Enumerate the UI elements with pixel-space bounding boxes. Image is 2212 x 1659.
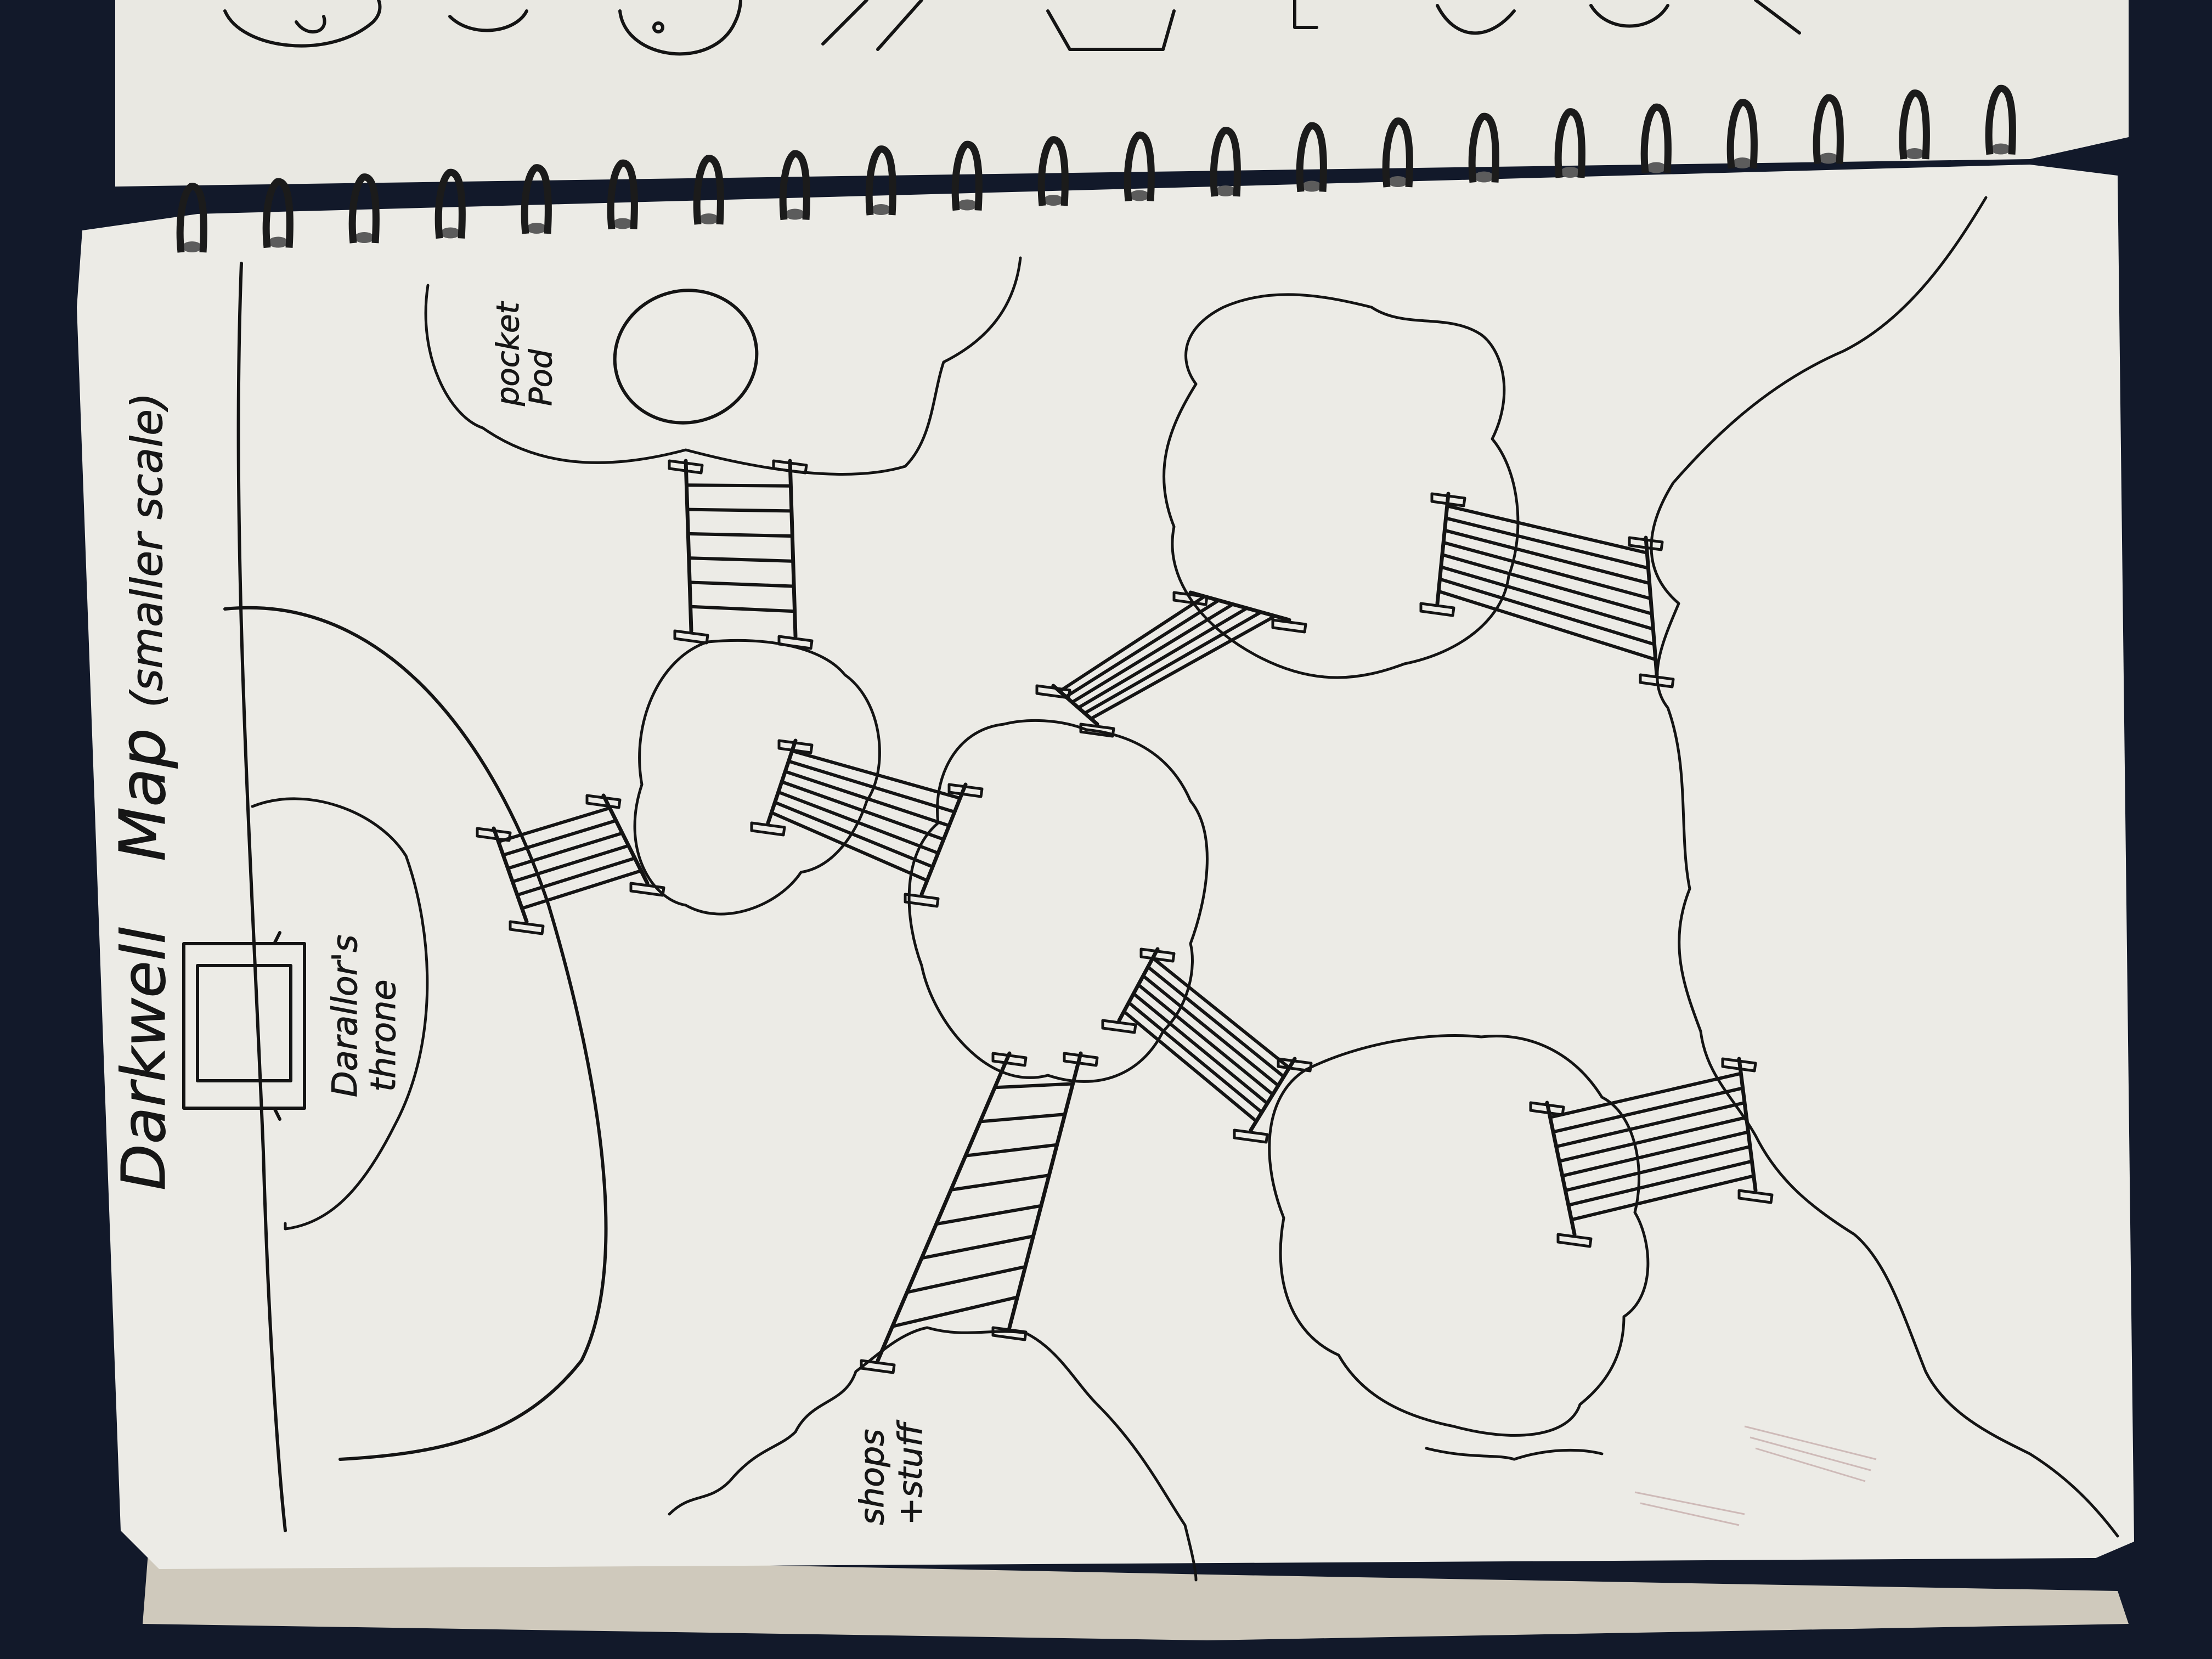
lower-shore [1425, 1447, 1604, 1461]
shops-area [668, 1326, 1198, 1582]
binding-hole [1474, 171, 1494, 183]
pocket-label-line2: Pod [523, 349, 559, 406]
spiral-coil [521, 164, 552, 234]
rope-bridge [860, 1051, 1099, 1374]
spiral-coil [607, 159, 638, 230]
map-border-line [236, 262, 287, 1532]
page-edge-stack [143, 1553, 2129, 1640]
pocket-label-line1: pocket [490, 301, 526, 407]
spiral-coil [1726, 99, 1758, 169]
spiral-coil [693, 155, 724, 225]
binding-hole [871, 204, 891, 215]
spiral-coil [1210, 127, 1241, 197]
spiral-coil [779, 150, 810, 221]
binding-hole [699, 213, 719, 224]
map-title: Darkwell [109, 927, 179, 1190]
binding-hole [527, 223, 546, 234]
spiral-coil [348, 173, 380, 244]
island-upper-right [1163, 293, 1520, 679]
rope-bridge [1035, 590, 1307, 738]
spiral-coil [262, 178, 294, 249]
spiral-binding [176, 84, 2016, 253]
island-center [907, 719, 1209, 1083]
previous-page [115, 0, 2129, 187]
island-upper-small [633, 639, 881, 916]
spiral-coil [1468, 112, 1499, 183]
island-lower-right [1268, 1034, 1650, 1437]
binding-hole [182, 241, 202, 252]
rope-bridge [1101, 947, 1313, 1144]
binding-hole [1733, 157, 1752, 168]
right-shore [1650, 196, 2119, 1538]
rope-bridge [668, 459, 814, 650]
spiral-coil [865, 145, 896, 216]
binding-hole [441, 227, 460, 239]
spiral-coil [1382, 117, 1413, 188]
notebook-page [77, 165, 2134, 1569]
rope-bridges [476, 459, 1774, 1374]
spiral-coil [1296, 122, 1327, 193]
spiral-coil [1037, 136, 1069, 206]
rope-bridge [750, 738, 984, 908]
binding-hole [1043, 195, 1063, 206]
map-title-word: Map [106, 728, 180, 861]
spiral-coil [176, 183, 207, 253]
binding-hole [1560, 167, 1580, 178]
binding-hole [1302, 180, 1322, 192]
shops-label-line2: +stuff [891, 1420, 930, 1525]
binding-hole [613, 218, 633, 229]
binding-hole [1905, 148, 1925, 159]
cliff-edge [223, 606, 608, 1461]
shops-label-line1: shops [853, 1429, 891, 1525]
binding-hole [1819, 153, 1838, 164]
binding-hole [1646, 162, 1666, 173]
spiral-coil [1640, 103, 1672, 174]
map-subtitle: (smaller scale) [123, 393, 172, 708]
binding-hole [957, 199, 977, 211]
spiral-coil [1554, 108, 1585, 178]
spiral-coil [1813, 94, 1844, 165]
pod-egg [613, 289, 759, 425]
map-drawing: Darkwell Map (smaller scale) Darallor's … [106, 196, 2119, 1582]
throne-area [251, 797, 429, 1231]
spiral-coil [951, 140, 983, 211]
pencil-marks [1634, 1425, 1877, 1526]
binding-hole [354, 232, 374, 243]
rope-bridge [476, 793, 665, 935]
throne-label-line1: Darallor's [325, 935, 365, 1097]
binding-hole [268, 236, 288, 248]
binding-hole [1216, 185, 1235, 196]
rope-bridge [1419, 492, 1675, 689]
binding-hole [1130, 190, 1149, 201]
spiral-coil [1985, 84, 2016, 155]
binding-hole [1991, 143, 2011, 155]
rope-bridge [1529, 1057, 1774, 1248]
previous-page-sketches [223, 0, 1801, 56]
spiral-coil [435, 168, 466, 239]
spiral-coil [1899, 89, 1930, 160]
spiral-coil [1124, 131, 1155, 202]
binding-hole [785, 208, 805, 220]
binding-hole [1388, 176, 1408, 187]
throne [182, 931, 306, 1121]
throne-label-line2: throne [363, 980, 403, 1092]
